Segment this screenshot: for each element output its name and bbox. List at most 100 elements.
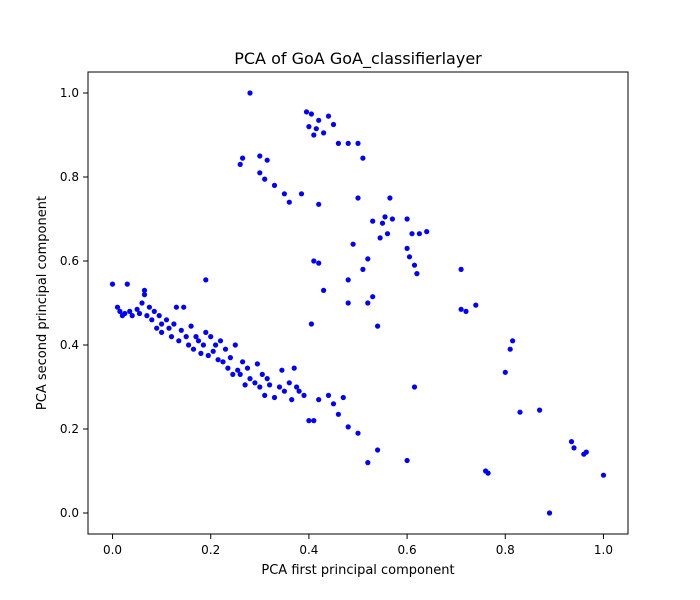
- y-axis-label: PCA second principal component: [35, 196, 50, 410]
- data-point: [242, 382, 248, 388]
- data-point: [232, 342, 238, 348]
- y-tick-label: 0.2: [60, 422, 79, 436]
- data-point: [262, 176, 268, 182]
- data-point: [281, 388, 287, 394]
- data-point: [117, 308, 123, 314]
- data-point: [316, 260, 322, 266]
- data-point: [411, 262, 418, 268]
- data-point: [583, 449, 589, 455]
- data-point: [286, 199, 292, 205]
- data-point: [252, 380, 258, 386]
- data-point: [313, 126, 319, 132]
- data-point: [568, 439, 575, 445]
- data-point: [190, 346, 197, 352]
- data-point: [279, 367, 285, 373]
- data-point: [146, 304, 152, 310]
- data-point: [485, 470, 491, 476]
- data-point: [159, 329, 165, 335]
- data-point: [173, 304, 179, 310]
- data-point: [537, 407, 543, 413]
- data-point: [257, 170, 263, 176]
- data-point: [335, 140, 341, 146]
- data-point: [350, 241, 356, 247]
- data-point: [240, 359, 246, 365]
- data-point: [382, 214, 388, 220]
- data-point: [600, 472, 607, 478]
- data-point: [458, 266, 464, 272]
- data-point: [370, 218, 376, 224]
- data-point: [355, 140, 361, 146]
- y-tick-label: 1.0: [60, 86, 79, 100]
- data-point: [193, 334, 199, 340]
- data-point: [311, 132, 317, 138]
- data-point: [244, 365, 251, 371]
- data-point: [379, 220, 386, 226]
- data-point: [416, 231, 422, 237]
- data-point: [205, 352, 211, 359]
- data-point: [237, 161, 243, 167]
- data-point: [316, 117, 322, 123]
- data-point: [306, 124, 312, 130]
- data-point: [215, 357, 221, 363]
- data-point: [375, 323, 381, 329]
- x-tick-label: 0.2: [201, 543, 220, 557]
- data-point: [325, 392, 332, 398]
- data-point: [458, 306, 464, 312]
- data-point: [384, 231, 391, 237]
- data-point: [296, 388, 302, 394]
- data-point: [355, 195, 361, 201]
- data-point: [316, 201, 322, 207]
- x-tick-label: 0.4: [299, 543, 318, 557]
- data-point: [271, 394, 278, 401]
- data-point: [360, 155, 366, 161]
- data-point: [409, 231, 415, 237]
- data-point: [210, 348, 216, 354]
- data-point: [247, 90, 253, 96]
- data-point: [222, 346, 229, 352]
- y-tick-label: 0.4: [60, 338, 79, 352]
- data-point: [473, 302, 479, 308]
- data-point: [306, 418, 312, 424]
- data-point: [571, 445, 577, 451]
- x-axis: 0.0 0.2 0.4 0.6 0.8 1.0: [103, 534, 613, 557]
- data-point: [303, 109, 310, 115]
- data-point: [281, 191, 287, 197]
- data-point: [276, 384, 283, 390]
- data-point: [345, 277, 351, 283]
- data-point: [230, 371, 236, 377]
- data-point: [149, 317, 155, 323]
- data-point: [122, 310, 128, 317]
- points-layer: [109, 90, 607, 516]
- data-point: [240, 155, 246, 161]
- data-point: [335, 411, 341, 417]
- data-point: [124, 281, 130, 287]
- data-point: [181, 304, 187, 310]
- data-point: [286, 380, 292, 386]
- data-point: [321, 287, 327, 293]
- data-point: [308, 111, 314, 117]
- data-point: [291, 365, 297, 371]
- data-point: [203, 329, 209, 335]
- data-point: [345, 300, 351, 306]
- y-tick-label: 0.8: [60, 170, 79, 184]
- data-point: [424, 229, 430, 235]
- data-point: [129, 313, 135, 319]
- data-point: [136, 310, 143, 317]
- data-point: [360, 266, 366, 272]
- y-axis: 0.0 0.2 0.4 0.6 0.8 1.0: [60, 86, 88, 520]
- data-point: [198, 350, 204, 356]
- data-point: [156, 313, 162, 319]
- data-point: [235, 367, 241, 373]
- data-point: [517, 409, 523, 415]
- data-point: [151, 308, 157, 314]
- data-point: [308, 321, 314, 327]
- data-point: [257, 153, 263, 159]
- data-point: [139, 300, 145, 306]
- data-point: [370, 294, 376, 300]
- data-point: [330, 121, 337, 128]
- x-tick-label: 0.0: [103, 543, 122, 557]
- chart-title: PCA of GoA GoA_classifierlayer: [234, 49, 482, 69]
- data-point: [355, 430, 361, 436]
- data-point: [311, 418, 317, 424]
